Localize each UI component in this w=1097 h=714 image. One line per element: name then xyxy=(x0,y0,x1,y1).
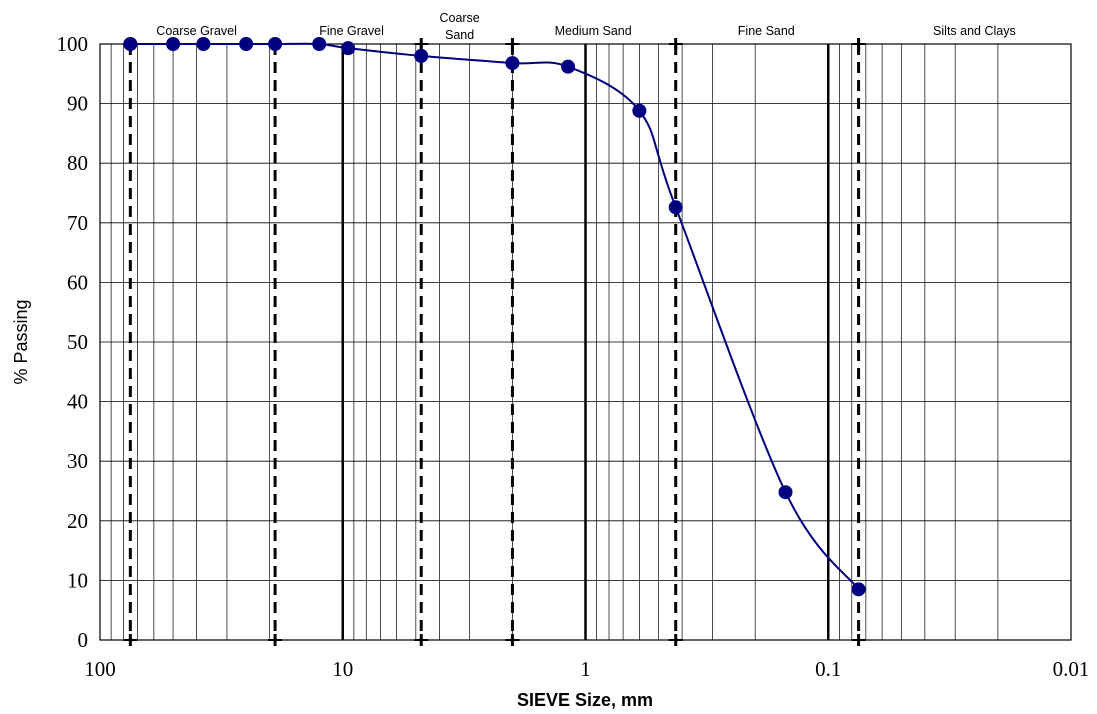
x-axis-tick-labels: 100 10 1 0.1 0.01 xyxy=(84,657,1089,681)
zone-label: Coarse xyxy=(439,11,479,25)
data-point xyxy=(851,582,866,597)
y-tick-label: 80 xyxy=(67,151,88,175)
y-tick-label: 90 xyxy=(67,92,88,116)
zone-label: Coarse Gravel xyxy=(156,24,237,38)
data-point xyxy=(166,37,181,51)
y-axis-tick-labels: 0 10 20 30 40 50 60 70 80 90 100 xyxy=(57,32,89,652)
size-class-labels: Coarse Gravel Fine Gravel Coarse Sand Medium… xyxy=(156,11,1015,42)
data-point xyxy=(561,59,576,74)
data-point xyxy=(668,200,683,215)
zone-label: Medium Sand xyxy=(555,24,632,38)
data-point xyxy=(632,103,647,118)
data-points xyxy=(123,37,866,597)
zone-label: Fine Gravel xyxy=(319,24,384,38)
y-axis-title: % Passing xyxy=(11,299,31,384)
y-tick-label: 50 xyxy=(67,330,88,354)
x-tick-label: 1 xyxy=(580,657,591,681)
data-point xyxy=(414,48,429,63)
y-tick-label: 70 xyxy=(67,211,88,235)
data-point xyxy=(778,485,793,500)
y-tick-label: 10 xyxy=(67,568,88,592)
data-point xyxy=(505,56,520,71)
zone-label: Fine Sand xyxy=(738,24,795,38)
y-tick-label: 20 xyxy=(67,509,88,533)
x-tick-label: 0.1 xyxy=(815,657,841,681)
data-point xyxy=(196,37,211,51)
y-tick-label: 60 xyxy=(67,270,88,294)
size-class-boundaries xyxy=(123,38,866,646)
zone-label: Sand xyxy=(445,28,474,42)
x-tick-label: 100 xyxy=(84,657,116,681)
y-tick-label: 40 xyxy=(67,390,88,414)
plot-area-frame xyxy=(99,43,1072,641)
data-point xyxy=(123,37,138,51)
y-tick-label: 100 xyxy=(57,32,89,56)
data-point xyxy=(239,37,254,51)
data-point xyxy=(268,37,283,51)
data-point xyxy=(341,41,356,56)
zone-label: Silts and Clays xyxy=(933,24,1016,38)
y-tick-label: 30 xyxy=(67,449,88,473)
y-tick-label: 0 xyxy=(78,628,89,652)
x-axis-title: SIEVE Size, mm xyxy=(517,690,653,710)
data-point xyxy=(312,37,327,51)
x-tick-label: 0.01 xyxy=(1053,657,1090,681)
x-tick-label: 10 xyxy=(332,657,353,681)
gradation-curve xyxy=(130,42,860,590)
